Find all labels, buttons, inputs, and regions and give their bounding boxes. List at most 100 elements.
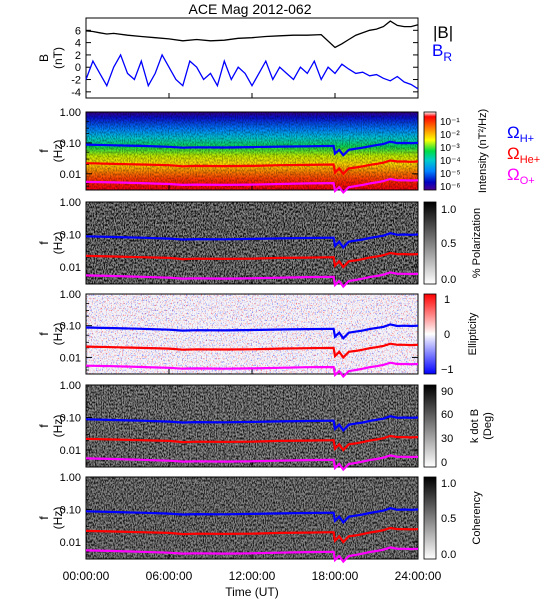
ellipticity-blue-texture (86, 294, 418, 374)
gyro-line-He+-panel-0 (85, 159, 419, 176)
ellipticity-colorbar-label: Ellipticity (467, 312, 479, 355)
intensity-colorbar-label: Intensity (nT²/Hz) (477, 109, 489, 193)
spec-ytick-label-0-0: 1.00 (60, 107, 81, 119)
legend-omega-h-symbol: Ω (507, 123, 520, 142)
legend-omega-he-symbol: Ω (507, 144, 520, 163)
spec-ylabel-f-1: f (37, 241, 51, 245)
spec-ytick-label-0-1: 0.10 (60, 138, 81, 150)
spec-ytick-label-2-1: 0.10 (60, 321, 81, 333)
gyro-line-H+-panel-1 (85, 232, 419, 250)
gyro-line-H+-panel-3 (85, 415, 419, 433)
panel-intensity: 10⁻¹ 10⁻² 10⁻³ 10⁻⁴ 10⁻⁵ 10⁻⁶ Intensity … (85, 109, 540, 193)
gyro-line-O+-panel-2 (85, 361, 419, 379)
legend-omega-he-sub: He+ (520, 154, 541, 166)
b-ytick-label-3: 2 (75, 50, 81, 62)
b-series-line-1 (85, 53, 419, 90)
gyro-line-O+-panel-4 (85, 546, 419, 564)
spec-ylabel-f-2: f (37, 332, 51, 336)
legend-omega-o-symbol: Ω (507, 165, 520, 184)
coherency-texture (86, 477, 418, 559)
b-ylabel-line2: (nT) (51, 47, 65, 69)
spec-ylabel-f-4: f (37, 516, 51, 520)
time-axis: 00:00:00 06:00:00 12:00:00 18:00:00 24:00:00 (63, 569, 442, 583)
intensity-cb-tick-6: 10⁻⁶ (440, 182, 461, 193)
x-tick-label-0: 00:00:00 (63, 569, 110, 583)
legend-omega-h: ΩH+ (507, 123, 534, 145)
kdotb-colorbar-label: k dot B (469, 409, 481, 443)
spec-ytick-label-2-0: 1.00 (60, 289, 81, 301)
kdotb-cb-tick-4: 0 (441, 457, 447, 469)
kdotb-cb-tick-1: 90 (441, 386, 453, 398)
legend-omega-he: ΩHe+ (507, 144, 540, 166)
intensity-cb-tick-4: 10⁻⁴ (440, 156, 461, 167)
legend-omega-o-sub: O+ (520, 175, 535, 187)
intensity-texture (86, 112, 418, 190)
kdotb-cb-tick-2: 60 (441, 409, 453, 421)
coherency-colorbar (423, 476, 437, 560)
intensity-colorbar-ticks: 10⁻¹ 10⁻² 10⁻³ 10⁻⁴ 10⁻⁵ 10⁻⁶ (440, 117, 461, 193)
legend-b-magnitude: |B| (433, 23, 453, 42)
intensity-colorbar (423, 111, 437, 191)
gyro-line-O+-panel-3 (85, 454, 419, 472)
polarization-colorbar (423, 201, 437, 285)
kdotb-colorbar (423, 384, 437, 468)
ellipticity-colorbar (423, 293, 437, 375)
gyro-line-O+-panel-1 (85, 271, 419, 289)
spec-ylabel-unit-0: (Hz) (51, 140, 65, 163)
spec-ytick-label-4-2: 0.01 (60, 537, 81, 549)
spec-ytick-label-1-0: 1.00 (60, 197, 81, 209)
b-ytick-label-2: 0 (75, 62, 81, 74)
x-tick-label-1: 06:00:00 (146, 569, 193, 583)
polarization-texture (86, 202, 418, 284)
spec-ylabel-unit-3: (Hz) (51, 415, 65, 438)
spectrogram-axes: f (Hz)1.000.100.01f (Hz)1.000.100.01f (Hz)1… (37, 107, 419, 559)
chart-title: ACE Mag 2012-062 (189, 1, 312, 17)
b-ylabel-line1: B (37, 54, 51, 62)
gyro-line-He+-panel-3 (85, 434, 419, 452)
gyro-line-H+-panel-4 (85, 507, 419, 525)
legend-omega-h-sub: H+ (520, 133, 534, 145)
spec-ytick-label-3-1: 0.10 (60, 413, 81, 425)
gyro-line-He+-panel-1 (85, 251, 419, 269)
b-ytick-label-4: 4 (75, 38, 81, 50)
panel-ellipticity: 1 0 −1 Ellipticity (85, 293, 479, 376)
b-series-line-0 (85, 20, 419, 49)
panel-kdotb: 90 60 30 0 k dot B (Deg) (85, 384, 494, 469)
spec-ytick-label-3-0: 1.00 (60, 380, 81, 392)
coherency-colorbar-label: Coherency (471, 491, 483, 545)
gyrofrequency-lines (85, 140, 419, 564)
b-ytick-label-5: 6 (75, 25, 81, 37)
x-tick-label-3: 18:00:00 (312, 569, 359, 583)
spec-ytick-label-0-2: 0.01 (60, 169, 81, 181)
kdotb-colorbar-label-2: (Deg) (482, 412, 494, 440)
spec-ytick-label-4-1: 0.10 (60, 505, 81, 517)
x-axis-label: Time (UT) (225, 585, 279, 599)
b-ytick-label-0: -4 (71, 87, 81, 99)
spec-ytick-label-4-0: 1.00 (60, 472, 81, 484)
polarization-colorbar-label: % Polarization (471, 208, 483, 278)
intensity-cb-tick-2: 10⁻² (440, 130, 460, 141)
kdotb-texture (86, 385, 418, 467)
polarization-cb-tick-1: 1.0 (441, 204, 456, 216)
ellipticity-cb-tick-2: 0 (444, 329, 450, 341)
intensity-cb-tick-5: 10⁻⁵ (440, 169, 461, 180)
gyro-line-O+-panel-0 (85, 177, 419, 195)
coherency-cb-tick-2: 0.5 (441, 513, 456, 525)
panel-coherency: 1.0 0.5 0.0 Coherency (85, 476, 483, 561)
legend-b-radial: BR (432, 41, 452, 64)
ellipticity-cb-tick-1: 1 (444, 294, 450, 306)
polarization-cb-tick-3: 0.0 (441, 274, 456, 286)
gyro-line-He+-panel-4 (85, 526, 419, 544)
legend-b-radial-sub: R (443, 50, 452, 64)
b-series (85, 20, 419, 98)
spec-ylabel-unit-4: (Hz) (51, 507, 65, 530)
intensity-cb-tick-3: 10⁻³ (440, 143, 460, 154)
gyro-line-H+-panel-0 (85, 140, 419, 157)
spec-ytick-label-1-2: 0.01 (60, 262, 81, 274)
gyro-legend: ΩH+ ΩHe+ ΩO+ (507, 123, 540, 187)
spec-ytick-label-2-2: 0.01 (60, 352, 81, 364)
ellipticity-cb-tick-3: −1 (441, 364, 454, 376)
